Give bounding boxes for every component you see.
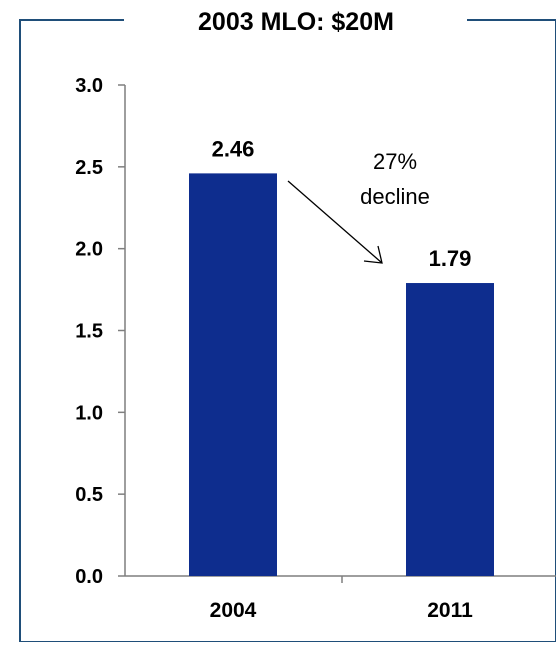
bar-2004 xyxy=(189,173,277,576)
data-labels: 2.46 1.79 xyxy=(212,136,472,271)
data-label-2004: 2.46 xyxy=(212,136,255,161)
data-label-2011: 1.79 xyxy=(429,246,472,271)
x-tick-label-2011: 2011 xyxy=(427,599,473,622)
annotation-arrow-head xyxy=(363,245,383,264)
bar-2011 xyxy=(406,283,494,576)
y-tick-label: 0.0 xyxy=(75,566,103,588)
bar-series xyxy=(189,173,494,576)
annotation-arrow xyxy=(287,180,383,264)
y-tick-label: 1.0 xyxy=(75,402,103,424)
annotation-line1: 27% xyxy=(373,149,417,174)
y-tick-label: 3.0 xyxy=(75,75,103,97)
x-tick-label-2004: 2004 xyxy=(210,599,257,622)
chart-title: 2003 MLO: $20M xyxy=(198,8,394,36)
y-tick-label: 2.0 xyxy=(75,239,103,261)
y-tick-label: 1.5 xyxy=(75,321,103,343)
x-axis-tick-labels: 2004 2011 xyxy=(210,599,473,622)
y-axis-ticks: 0.0 0.5 1.0 1.5 2.0 2.5 3.0 xyxy=(75,75,125,588)
y-tick-label: 0.5 xyxy=(75,484,103,506)
y-tick-label: 2.5 xyxy=(75,157,103,179)
annotation-line2: decline xyxy=(360,184,430,209)
